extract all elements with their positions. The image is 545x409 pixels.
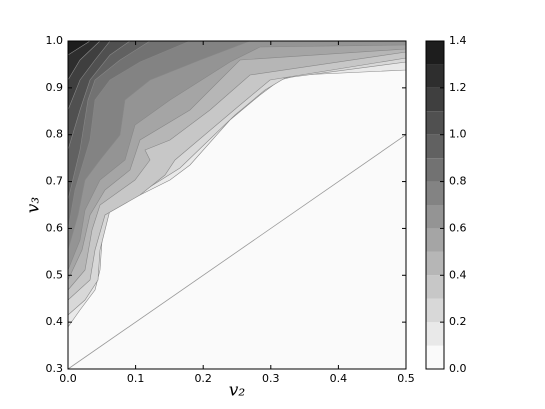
colorbar-tick-label: 1.4 <box>449 34 467 47</box>
y-tick-label: 0.3 <box>46 362 64 375</box>
y-tick-label: 0.4 <box>46 315 64 328</box>
colorbar-tick-label: 0.8 <box>449 175 467 188</box>
colorbar-band <box>426 322 444 346</box>
colorbar-band <box>426 228 444 252</box>
y-tick-label: 0.8 <box>46 128 64 141</box>
colorbar-tick-label: 0.2 <box>449 315 467 328</box>
colorbar-frame <box>425 40 445 370</box>
reference-line <box>67 134 407 370</box>
x-tick-label: 0.0 <box>59 372 77 385</box>
colorbar-band <box>426 181 444 205</box>
colorbar-band <box>426 275 444 299</box>
colorbar-band <box>426 298 444 323</box>
colorbar-tick-label: 0.4 <box>449 268 467 281</box>
colorbar-band <box>426 111 444 135</box>
x-tick-label: 0.1 <box>127 372 145 385</box>
colorbar-band <box>426 205 444 229</box>
y-tick-label: 0.5 <box>46 268 64 281</box>
y-tick-label: 0.9 <box>46 81 64 94</box>
plot-frame <box>67 40 407 370</box>
y-tick-label: 0.6 <box>46 221 64 234</box>
x-tick-label: 0.5 <box>397 372 415 385</box>
x-tick-label: 0.3 <box>262 372 280 385</box>
colorbar-band <box>426 87 444 112</box>
colorbar-band <box>426 64 444 88</box>
colorbar-band <box>426 41 444 65</box>
colorbar-band <box>426 345 444 369</box>
colorbar-band <box>426 158 444 182</box>
colorbar-tick-label: 1.2 <box>449 81 467 94</box>
x-tick-label: 0.2 <box>194 372 212 385</box>
colorbar-tick-label: 1.0 <box>449 128 467 141</box>
colorbar-tick-label: 0.0 <box>449 362 467 375</box>
colorbar-band <box>426 134 444 159</box>
colorbar-tick-label: 0.6 <box>449 221 467 234</box>
y-axis-label: v₃ <box>24 197 44 214</box>
colorbar-band <box>426 251 444 276</box>
x-axis-label: v₂ <box>229 381 246 401</box>
y-tick-label: 1.0 <box>46 34 64 47</box>
y-tick-label: 0.7 <box>46 175 64 188</box>
x-tick-label: 0.4 <box>330 372 348 385</box>
